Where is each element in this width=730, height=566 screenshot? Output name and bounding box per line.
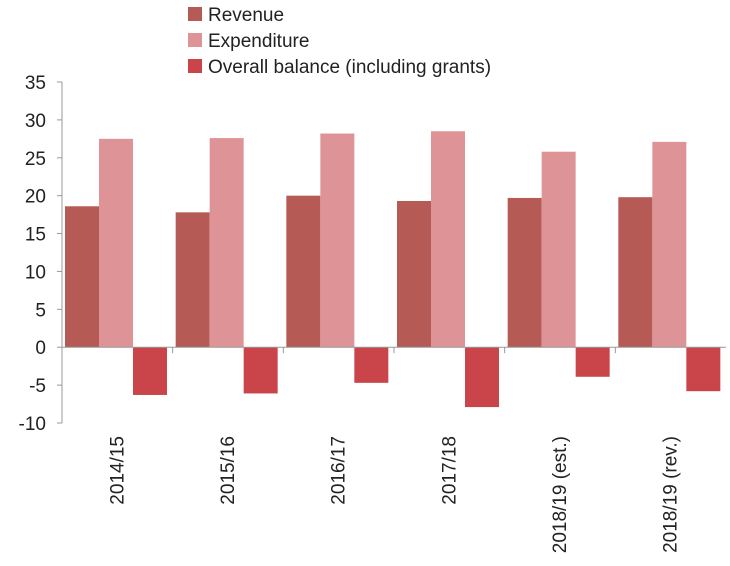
legend-label: Revenue <box>208 5 284 26</box>
x-category-label: 2018/19 (rev.) <box>661 436 682 553</box>
bar-revenue <box>286 195 321 348</box>
bar-overall <box>243 347 278 394</box>
bar-overall <box>686 347 721 392</box>
x-category-label: 2015/16 <box>218 436 239 505</box>
y-tick-label: 20 <box>25 187 46 208</box>
bar-revenue <box>618 197 653 348</box>
y-tick-label: 0 <box>35 338 46 359</box>
x-category-label: 2016/17 <box>329 436 350 505</box>
bar-expenditure <box>541 151 576 348</box>
bar-revenue <box>175 212 210 348</box>
legend: Revenue Expenditure Overall balance (inclu… <box>188 5 491 78</box>
y-tick-label: -10 <box>19 414 46 435</box>
bar-expenditure <box>320 133 355 348</box>
y-tick-label: -5 <box>29 376 46 397</box>
bar-expenditure <box>652 141 687 348</box>
bar-overall <box>133 347 167 395</box>
x-axis: 2014/15 2015/16 2016/17 2017/18 2018/19 (est… <box>62 346 726 553</box>
bar-overall <box>354 347 389 383</box>
legend-swatch <box>188 7 202 21</box>
legend-label: Overall balance (including grants) <box>208 57 491 78</box>
bar-expenditure <box>209 138 244 348</box>
y-axis: -10 -5 0 5 10 15 20 25 30 35 <box>19 73 63 435</box>
bar-revenue <box>397 200 431 348</box>
legend-swatch <box>188 59 202 73</box>
legend-label: Expenditure <box>208 31 309 52</box>
x-category-label: 2018/19 (est.) <box>550 436 571 553</box>
bar-revenue <box>65 206 99 348</box>
bar-expenditure <box>99 138 133 348</box>
legend-swatch <box>188 33 202 47</box>
y-tick-label: 25 <box>25 149 46 170</box>
y-tick-label: 30 <box>25 111 46 132</box>
bar-expenditure <box>431 131 465 348</box>
x-category-label: 2014/15 <box>107 436 128 505</box>
y-tick-label: 35 <box>25 73 46 94</box>
y-tick-label: 10 <box>25 262 46 283</box>
y-tick-label: 5 <box>35 300 46 321</box>
bar-overall <box>575 347 610 377</box>
y-tick-label: 15 <box>25 225 46 246</box>
bars <box>65 131 721 408</box>
bar-overall <box>465 347 499 408</box>
x-category-label: 2017/18 <box>439 436 460 505</box>
bar-revenue <box>507 197 542 348</box>
